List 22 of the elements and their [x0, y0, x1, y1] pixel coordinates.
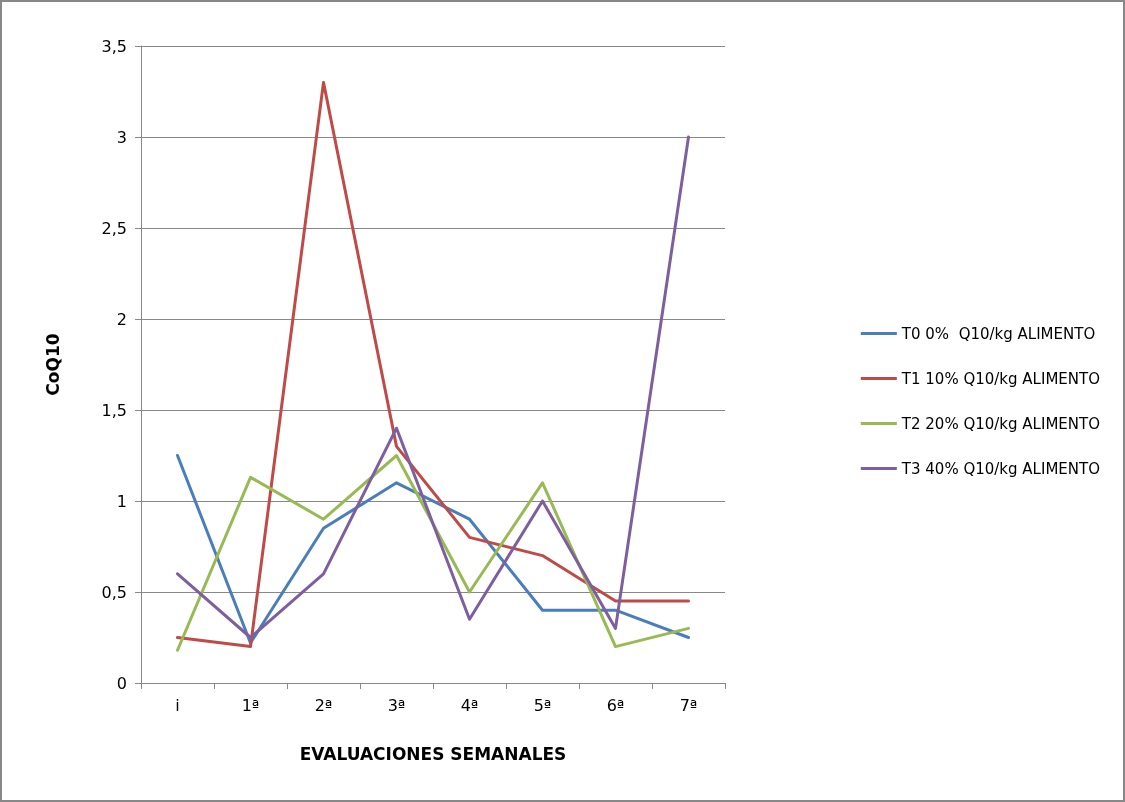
y-tick-label: 3,5: [101, 36, 127, 56]
x-tick-label: 3ª: [387, 695, 406, 715]
x-tick-label: 4ª: [460, 695, 479, 715]
x-tick-label: 7ª: [679, 695, 698, 715]
x-tick-label: 5ª: [533, 695, 552, 715]
x-tick-label: i: [175, 695, 180, 715]
x-axis-title: EVALUACIONES SEMANALES: [299, 743, 567, 764]
y-tick-label: 2,5: [101, 218, 127, 238]
y-tick-label: 3: [116, 127, 127, 147]
y-tick-label: 2: [116, 309, 127, 329]
y-tick-label: 0: [116, 673, 127, 693]
legend-label: T2 20% Q10/kg ALIMENTO: [900, 414, 1101, 433]
y-tick-label: 0,5: [101, 582, 127, 602]
legend-label: T0 0% Q10/kg ALIMENTO: [900, 324, 1096, 343]
legend-label: T3 40% Q10/kg ALIMENTO: [900, 459, 1101, 478]
legend-label: T1 10% Q10/kg ALIMENTO: [900, 369, 1101, 388]
x-tick-label: 1ª: [241, 695, 260, 715]
x-tick-label: 6ª: [606, 695, 625, 715]
y-tick-label: 1,5: [101, 400, 127, 420]
y-tick-label: 1: [116, 491, 127, 511]
y-axis-title: CoQ10: [42, 333, 63, 396]
x-tick-label: 2ª: [314, 695, 333, 715]
